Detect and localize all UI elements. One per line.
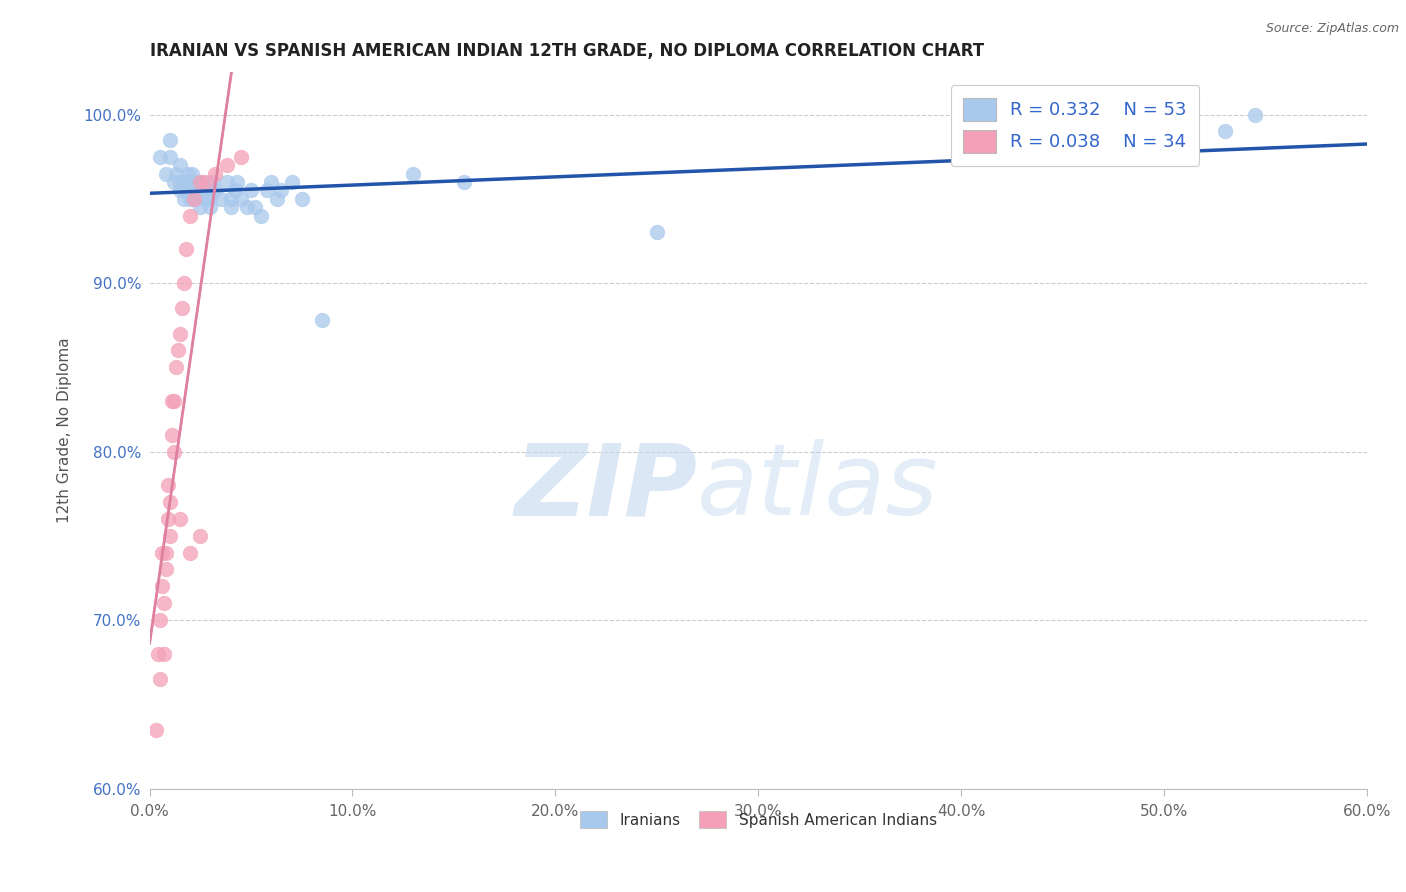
Point (149, 613, 172, 627)
Point (195, 183, 218, 197)
Text: atlas: atlas (697, 439, 939, 536)
Point (177, 167, 200, 181)
Point (159, 495, 181, 509)
Point (150, 546, 173, 560)
Point (215, 175, 238, 189)
Point (183, 192, 205, 206)
Point (453, 175, 475, 189)
Point (156, 512, 179, 526)
Point (645, 226, 668, 240)
Point (179, 192, 201, 206)
Point (169, 326, 191, 341)
Point (169, 512, 191, 526)
Point (187, 175, 209, 189)
Point (155, 562, 177, 576)
Point (204, 167, 226, 181)
Point (240, 183, 263, 197)
Point (229, 150, 252, 164)
Point (188, 529, 211, 543)
Point (173, 276, 195, 290)
Point (402, 167, 425, 181)
Text: Source: ZipAtlas.com: Source: ZipAtlas.com (1265, 22, 1399, 36)
Point (224, 183, 246, 197)
Point (215, 158, 238, 172)
Point (236, 200, 259, 214)
Point (219, 200, 242, 214)
Point (181, 167, 204, 181)
Point (163, 175, 186, 189)
Point (165, 167, 187, 181)
Point (191, 175, 214, 189)
Text: IRANIAN VS SPANISH AMERICAN INDIAN 12TH GRADE, NO DIPLOMA CORRELATION CHART: IRANIAN VS SPANISH AMERICAN INDIAN 12TH … (149, 42, 984, 60)
Point (153, 596, 176, 610)
Point (183, 183, 205, 197)
Point (280, 175, 302, 189)
Text: ZIP: ZIP (515, 439, 697, 536)
Point (225, 175, 247, 189)
Point (179, 209, 201, 223)
Point (193, 192, 215, 206)
Point (167, 343, 190, 358)
Point (250, 209, 273, 223)
Point (188, 200, 211, 214)
Point (311, 313, 333, 327)
Point (188, 183, 211, 197)
Point (169, 183, 191, 197)
Point (173, 192, 195, 206)
Point (219, 192, 242, 206)
Point (169, 158, 191, 172)
Point (1213, 124, 1236, 138)
Point (160, 427, 183, 442)
Point (159, 150, 181, 164)
Point (270, 183, 292, 197)
Point (169, 175, 191, 189)
Point (172, 301, 194, 316)
Point (160, 394, 183, 409)
Point (159, 529, 181, 543)
Point (243, 200, 266, 214)
Point (149, 672, 172, 686)
Point (1244, 107, 1267, 121)
Point (204, 183, 226, 197)
Point (256, 183, 278, 197)
Y-axis label: 12th Grade, No Diploma: 12th Grade, No Diploma (58, 338, 72, 524)
Point (266, 192, 288, 206)
Point (155, 167, 177, 181)
Point (155, 546, 177, 560)
Point (291, 192, 314, 206)
Point (195, 175, 218, 189)
Point (179, 175, 201, 189)
Point (156, 478, 179, 492)
Point (174, 175, 197, 189)
Legend: Iranians, Spanish American Indians: Iranians, Spanish American Indians (574, 805, 943, 835)
Point (165, 360, 187, 375)
Point (163, 394, 186, 409)
Point (149, 150, 172, 164)
Point (153, 647, 176, 661)
Point (174, 243, 197, 257)
Point (183, 175, 205, 189)
Point (209, 192, 232, 206)
Point (145, 723, 167, 737)
Point (163, 444, 186, 458)
Point (200, 200, 222, 214)
Point (179, 183, 201, 197)
Point (186, 192, 208, 206)
Point (260, 175, 283, 189)
Point (174, 183, 197, 197)
Point (188, 175, 211, 189)
Point (150, 579, 173, 593)
Point (179, 546, 201, 560)
Point (200, 192, 222, 206)
Point (201, 175, 224, 189)
Point (159, 133, 181, 147)
Point (146, 647, 169, 661)
Point (229, 192, 252, 206)
